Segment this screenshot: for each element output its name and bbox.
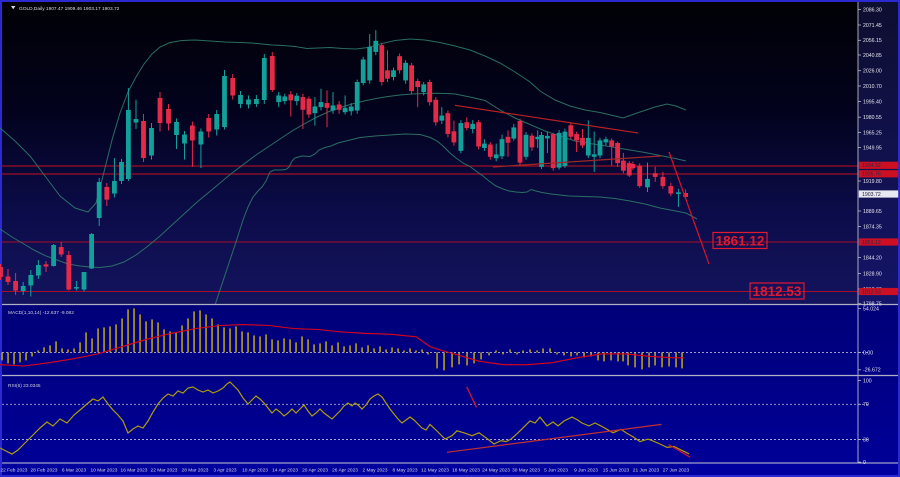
svg-text:28 Feb 2023: 28 Feb 2023	[31, 468, 58, 474]
svg-text:1861.12: 1861.12	[716, 234, 765, 249]
svg-text:1812.53: 1812.53	[753, 284, 802, 299]
svg-text:100: 100	[863, 378, 872, 384]
svg-text:1949.95: 1949.95	[863, 145, 882, 151]
svg-text:1874.35: 1874.35	[863, 224, 882, 230]
svg-text:24 May 2023: 24 May 2023	[482, 468, 510, 474]
svg-text:1844.20: 1844.20	[863, 255, 882, 261]
svg-text:1903.72: 1903.72	[862, 192, 881, 198]
svg-text:3 Apr 2023: 3 Apr 2023	[213, 468, 237, 474]
svg-text:1995.40: 1995.40	[863, 100, 882, 106]
svg-text:12 May 2023: 12 May 2023	[421, 468, 449, 474]
svg-text:1919.80: 1919.80	[863, 179, 882, 185]
svg-text:2056.15: 2056.15	[863, 38, 882, 44]
svg-text:22 Mar 2023: 22 Mar 2023	[151, 468, 178, 474]
svg-text:1934.32: 1934.32	[862, 163, 881, 169]
svg-text:0.00: 0.00	[863, 350, 873, 356]
svg-text:-26.672: -26.672	[863, 368, 881, 374]
svg-text:0: 0	[863, 460, 866, 466]
svg-text:9 Jun 2023: 9 Jun 2023	[574, 468, 598, 474]
svg-text:1812.53: 1812.53	[862, 289, 881, 295]
svg-text:70: 70	[863, 402, 869, 408]
svg-text:15 Jun 2023: 15 Jun 2023	[603, 468, 630, 474]
svg-text:1926.76: 1926.76	[862, 172, 881, 178]
svg-text:30 May 2023: 30 May 2023	[512, 468, 540, 474]
svg-text:2040.85: 2040.85	[863, 53, 882, 59]
svg-text:2071.45: 2071.45	[863, 23, 882, 29]
svg-text:2086.30: 2086.30	[863, 7, 882, 13]
svg-text:2 May 2023: 2 May 2023	[362, 468, 387, 474]
svg-text:16 Mar 2023: 16 Mar 2023	[121, 468, 148, 474]
svg-text:27 Jun 2023: 27 Jun 2023	[663, 468, 690, 474]
svg-text:6 Mar 2023: 6 Mar 2023	[62, 468, 87, 474]
svg-text:28 Mar 2023: 28 Mar 2023	[182, 468, 209, 474]
svg-text:1965.25: 1965.25	[863, 130, 882, 136]
svg-text:MACD(1,10,14) -12.637 -9.082: MACD(1,10,14) -12.637 -9.082	[8, 310, 74, 316]
svg-text:14 Apr 2023: 14 Apr 2023	[272, 468, 298, 474]
svg-text:54.024: 54.024	[863, 306, 879, 312]
svg-text:GOLD,Daily 1907.47 1909.46 19: GOLD,Daily 1907.47 1909.46 1903.17 1903.…	[19, 6, 120, 12]
svg-text:21 Jun 2023: 21 Jun 2023	[633, 468, 660, 474]
svg-text:10 Mar 2023: 10 Mar 2023	[91, 468, 118, 474]
svg-text:1828.90: 1828.90	[863, 271, 882, 277]
svg-text:1889.65: 1889.65	[863, 209, 882, 215]
svg-text:10 Apr 2023: 10 Apr 2023	[242, 468, 268, 474]
svg-text:30: 30	[863, 437, 869, 443]
svg-text:20 Apr 2023: 20 Apr 2023	[302, 468, 328, 474]
svg-text:2010.70: 2010.70	[863, 84, 882, 90]
svg-text:22 Feb 2023: 22 Feb 2023	[1, 468, 28, 474]
svg-text:1798.75: 1798.75	[863, 302, 882, 308]
svg-text:18 May 2023: 18 May 2023	[452, 468, 480, 474]
svg-text:8 May 2023: 8 May 2023	[392, 468, 417, 474]
svg-text:1980.55: 1980.55	[863, 115, 882, 121]
svg-text:RSI(6) 23.0345: RSI(6) 23.0345	[8, 383, 41, 389]
svg-text:1861.12: 1861.12	[862, 240, 881, 246]
svg-text:5 Jun 2023: 5 Jun 2023	[544, 468, 568, 474]
svg-text:26 Apr 2023: 26 Apr 2023	[332, 468, 358, 474]
svg-text:2026.00: 2026.00	[863, 69, 882, 75]
